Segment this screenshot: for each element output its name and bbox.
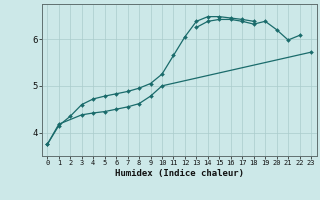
X-axis label: Humidex (Indice chaleur): Humidex (Indice chaleur) (115, 169, 244, 178)
